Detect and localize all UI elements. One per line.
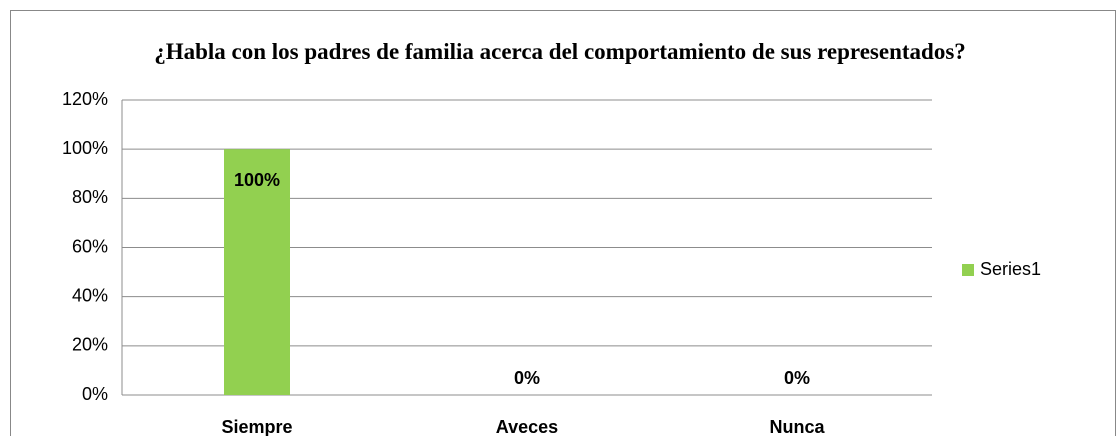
legend-label: Series1 [980, 259, 1041, 279]
legend-swatch [962, 264, 974, 276]
y-tick-label: 20% [72, 335, 108, 355]
y-tick-label: 40% [72, 285, 108, 305]
y-tick-label: 120% [62, 89, 108, 109]
y-tick-label: 80% [72, 187, 108, 207]
data-label: 100% [234, 170, 280, 190]
bar [224, 149, 290, 395]
x-tick-label: Nunca [769, 417, 825, 436]
chart-title: ¿Habla con los padres de familia acerca … [154, 39, 966, 64]
data-label: 0% [514, 368, 540, 388]
y-tick-label: 100% [62, 138, 108, 158]
chart-border [10, 10, 1116, 436]
data-label: 0% [784, 368, 810, 388]
y-tick-label: 0% [82, 384, 108, 404]
x-tick-label: Aveces [496, 417, 558, 436]
y-tick-label: 60% [72, 236, 108, 256]
x-tick-label: Siempre [221, 417, 292, 436]
